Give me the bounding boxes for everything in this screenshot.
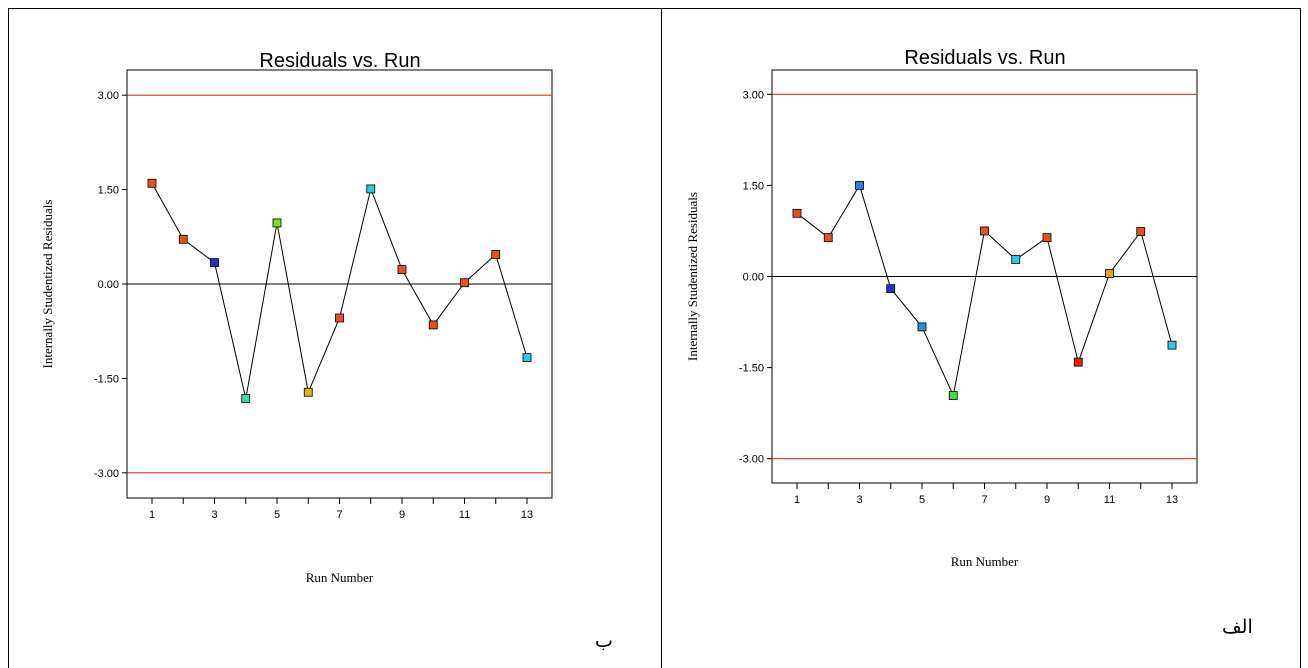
data-point	[1136, 227, 1146, 236]
y-axis-label: Internally Studentized Residuals	[685, 192, 700, 361]
data-point	[823, 233, 833, 243]
x-axis-label: Run Number	[951, 554, 1019, 569]
x-tick-label: 3	[211, 509, 217, 521]
x-tick-label: 11	[1104, 494, 1115, 506]
data-point	[428, 320, 438, 330]
data-point	[178, 234, 188, 244]
data-point	[272, 218, 282, 228]
data-point	[303, 387, 313, 397]
data-point	[366, 184, 376, 194]
data-point	[241, 394, 251, 403]
chart-left: Residuals vs. Run 3.00 1.50 0.00 -1.50 -3.00 1…	[40, 50, 553, 585]
x-tick-label: 1	[149, 509, 155, 521]
x-tick-label: 13	[1166, 494, 1178, 506]
figure-frame	[8, 8, 1301, 668]
x-tick-label: 3	[856, 494, 862, 506]
data-point	[948, 391, 958, 400]
y-tick-label: -3.00	[94, 468, 119, 480]
series-line	[796, 184, 1173, 398]
x-tick-label: 1	[794, 494, 800, 506]
x-tick-label: 13	[521, 509, 533, 521]
data-point	[460, 278, 469, 288]
x-tick-label: 5	[919, 494, 925, 506]
chart-right: Residuals vs. Run 3.00 1.50 0.00 -1.50 -3.00 1…	[685, 47, 1198, 569]
data-point	[397, 265, 407, 274]
data-point	[210, 258, 219, 268]
y-tick-label: -1.50	[739, 363, 764, 375]
y-tick-label: 3.00	[743, 89, 764, 101]
y-tick-label: -1.50	[94, 373, 119, 385]
chart-title: Residuals vs. Run	[904, 47, 1065, 69]
data-point	[491, 250, 501, 259]
data-point	[1011, 255, 1021, 264]
y-tick-label: 0.00	[743, 272, 764, 284]
data-point	[917, 322, 927, 332]
x-tick-label: 5	[274, 509, 280, 521]
x-tick-label: 7	[336, 509, 342, 521]
data-point	[1167, 340, 1177, 350]
data-point	[855, 180, 864, 190]
y-tick-label: 1.50	[743, 180, 764, 192]
data-point	[1073, 357, 1083, 367]
data-point	[522, 353, 532, 363]
data-point	[1042, 233, 1052, 243]
x-tick-label: 9	[1044, 494, 1050, 506]
data-point	[147, 178, 157, 188]
y-axis-label: Internally Studentized Residuals	[40, 200, 55, 369]
data-point	[886, 284, 896, 294]
data-point	[1105, 269, 1114, 278]
y-tick-label: 3.00	[98, 90, 119, 102]
y-tick-label: -3.00	[739, 454, 764, 466]
panel-tag-left: ب	[595, 630, 613, 652]
chart-title: Residuals vs. Run	[259, 50, 420, 72]
x-axis-label: Run Number	[306, 570, 374, 585]
y-tick-label: 0.00	[98, 279, 119, 291]
data-point	[792, 208, 802, 218]
panel-divider	[661, 8, 662, 668]
x-tick-label: 7	[981, 494, 987, 506]
data-point	[980, 226, 989, 236]
x-tick-label: 11	[459, 509, 470, 521]
data-point	[335, 313, 344, 323]
series-line	[151, 183, 528, 399]
y-tick-label: 1.50	[98, 185, 119, 197]
panel-tag-right: الف	[1222, 616, 1253, 638]
x-tick-label: 9	[399, 509, 405, 521]
